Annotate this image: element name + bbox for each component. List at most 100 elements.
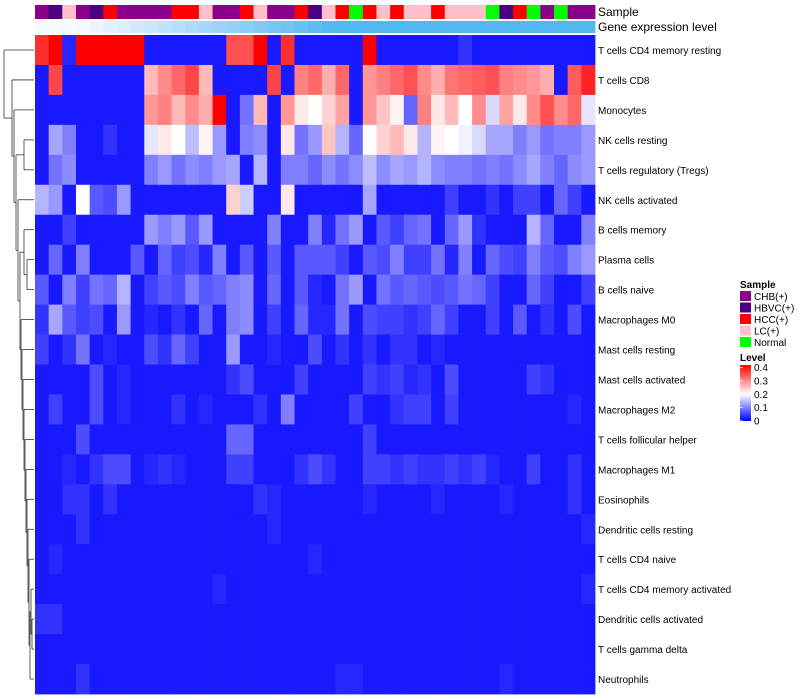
heatmap-cell [48,334,63,365]
heatmap-cell [499,94,514,126]
heatmap-cell [35,94,50,126]
heatmap-cell [185,184,200,216]
heatmap-cell [280,454,295,485]
heatmap-cell [89,484,104,515]
heatmap-cell [294,64,309,96]
heatmap-cell [239,544,254,575]
heatmap-cell [48,35,63,66]
heatmap-cell [75,484,91,515]
heatmap-cell [349,154,364,186]
heatmap-cell [376,574,391,605]
heatmap-cell [540,244,555,276]
heatmap-cell [513,154,528,186]
heatmap-cell [472,424,487,455]
heatmap-cell [308,484,323,515]
heatmap-cell [444,484,459,515]
heatmap-cell [253,484,268,515]
heatmap-cell [526,94,541,126]
heatmap-cell [554,574,569,605]
legend-label: LC(+) [754,327,779,338]
row-label: B cells memory [598,226,666,237]
heatmap-cell [472,94,487,126]
heatmap-cell [431,544,446,575]
heatmap-cell [403,304,418,335]
heatmap-cell [444,664,459,695]
expression-cell [390,21,405,33]
heatmap-cell [239,244,254,276]
heatmap-cell [567,514,582,545]
heatmap-cell [171,664,186,695]
heatmap-cell [171,634,186,665]
heatmap-cell [62,214,77,246]
heatmap-cell [239,214,254,246]
heatmap-cell [390,244,405,276]
heatmap-cell [431,604,446,635]
heatmap-cell [198,184,213,216]
heatmap-cell [513,544,528,575]
heatmap-cell [349,184,364,216]
expression-cell [444,21,459,33]
heatmap-cell [444,514,459,545]
heatmap-cell [485,634,500,665]
heatmap-cell [308,634,323,665]
heatmap-cell [567,394,582,425]
heatmap-cell [458,664,473,695]
heatmap-cell [157,304,172,335]
heatmap-cell [280,64,295,96]
heatmap-cell [472,454,487,485]
heatmap-cell [103,634,118,665]
heatmap-cell [198,484,213,515]
heatmap-cell [444,604,459,635]
expression-cell [567,21,582,33]
heatmap-cell [581,634,596,665]
heatmap-cell [349,124,364,156]
heatmap-cell [567,334,582,365]
heatmap-cell [349,94,364,126]
row-label: Eosinophils [598,495,649,506]
heatmap-cell [75,424,91,455]
heatmap-cell [253,514,268,545]
heatmap-cell [116,64,132,96]
heatmap-cell [280,35,295,66]
heatmap-cell [103,454,118,485]
heatmap-cell [581,664,596,695]
heatmap-cell [431,514,446,545]
heatmap-cell [581,64,596,96]
sample-cell [581,5,596,19]
heatmap-cell [253,334,268,365]
heatmap-cell [567,544,582,575]
sample-cell [103,5,118,19]
heatmap-cell [499,64,514,96]
heatmap-cell [431,124,446,156]
heatmap-cell [116,304,132,335]
expression-annotation-track [35,21,596,33]
heatmap-cell [144,94,159,126]
heatmap-cell [376,214,391,246]
heatmap-cell [212,154,227,186]
heatmap-cell [35,334,50,365]
sample-cell [513,5,528,19]
heatmap-cell [499,244,514,276]
heatmap-cell [349,364,364,395]
sample-cell [144,5,159,19]
heatmap-cell [62,64,77,96]
heatmap-cell [403,544,418,575]
heatmap-cell [567,184,582,216]
heatmap-cell [362,64,377,96]
heatmap-cell [485,124,500,156]
heatmap-cell [130,94,145,126]
heatmap-cell [513,664,528,695]
legend-swatch [740,337,751,347]
heatmap-cell [62,424,77,455]
heatmap-cell [513,304,528,335]
heatmap-cell [35,244,50,276]
heatmap-cell [335,394,350,425]
heatmap-cell [554,64,569,96]
heatmap-cell [75,124,91,156]
heatmap-cell [226,604,241,635]
heatmap-cell [253,274,268,305]
heatmap-cell [458,544,473,575]
heatmap-cell [62,634,77,665]
heatmap-cell [144,424,159,455]
heatmap-cell [212,35,227,66]
